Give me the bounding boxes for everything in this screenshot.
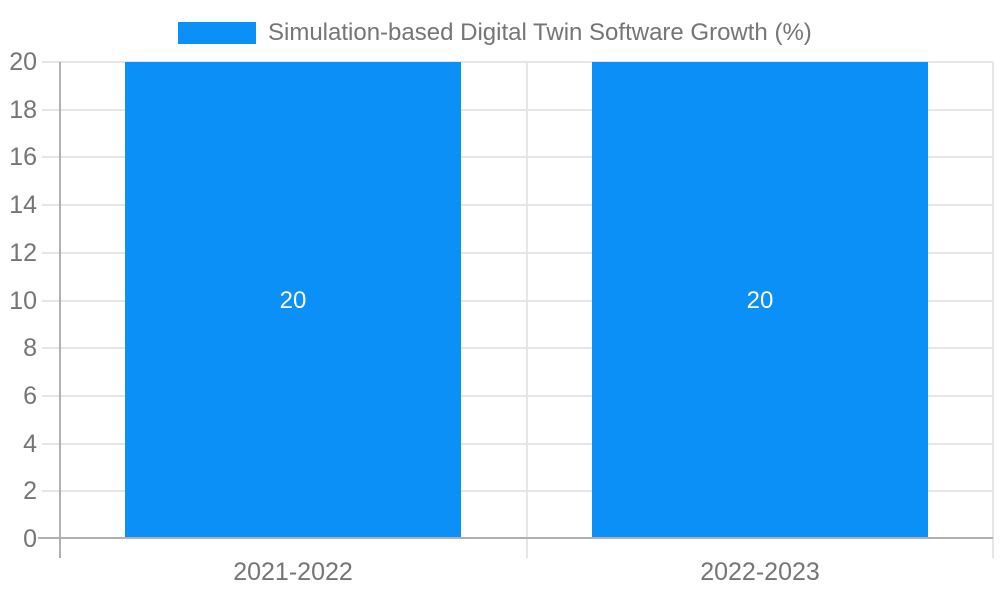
y-tick-label: 2 xyxy=(23,477,37,505)
category-separator xyxy=(526,62,528,558)
bar-value-label: 20 xyxy=(746,287,774,314)
y-tick-mark xyxy=(42,109,60,111)
bar-2022-2023[interactable]: 20 xyxy=(592,62,928,539)
x-axis-line xyxy=(38,537,993,539)
y-tick-label: 18 xyxy=(9,96,37,124)
y-tick-label: 6 xyxy=(23,382,37,410)
y-tick-mark xyxy=(42,490,60,492)
legend-label: Simulation-based Digital Twin Software G… xyxy=(268,19,812,46)
y-tick-mark xyxy=(42,61,60,63)
bar-2021-2022[interactable]: 20 xyxy=(125,62,461,539)
bar-value-label: 20 xyxy=(279,287,307,314)
y-tick-mark xyxy=(42,395,60,397)
y-tick-mark xyxy=(42,204,60,206)
plot-area: 20 20 xyxy=(38,61,994,558)
y-tick-mark xyxy=(42,156,60,158)
y-tick-mark xyxy=(42,252,60,254)
y-tick-label: 20 xyxy=(9,48,37,76)
y-tick-mark xyxy=(42,347,60,349)
y-tick-mark xyxy=(42,443,60,445)
x-category-label: 2022-2023 xyxy=(700,558,820,586)
y-tick-label: 16 xyxy=(9,143,37,171)
legend-swatch[interactable] xyxy=(178,22,256,44)
y-tick-label: 10 xyxy=(9,287,37,315)
legend[interactable]: Simulation-based Digital Twin Software G… xyxy=(178,19,812,47)
y-tick-label: 8 xyxy=(23,334,37,362)
y-tick-label: 0 xyxy=(23,525,37,553)
category-separator xyxy=(992,62,994,558)
y-tick-label: 12 xyxy=(9,239,37,267)
x-category-label: 2021-2022 xyxy=(233,558,353,586)
y-tick-mark xyxy=(42,300,60,302)
y-axis-line xyxy=(59,62,61,558)
y-tick-label: 4 xyxy=(23,430,37,458)
y-tick-label: 14 xyxy=(9,191,37,219)
